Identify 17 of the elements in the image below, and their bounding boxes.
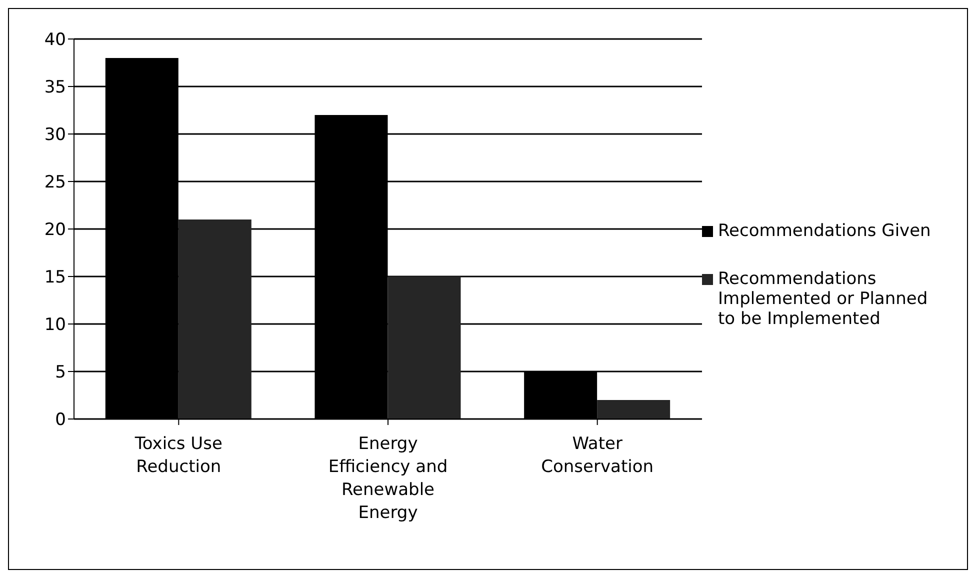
y-tick-label: 25 — [44, 172, 66, 193]
x-tick-label: Energy Efficiency and Renewable Energy — [328, 434, 448, 523]
y-tick-label: 0 — [55, 410, 66, 430]
y-tick-label: 40 — [44, 30, 66, 50]
y-tick-label: 10 — [44, 315, 66, 336]
bar — [597, 400, 670, 419]
x-tick-label: Toxics Use Reduction — [134, 434, 222, 477]
y-tick-label: 15 — [44, 268, 66, 288]
y-tick-label: 20 — [44, 220, 66, 240]
legend-label: Recommendations Implemented or Planned to be Implemented — [718, 269, 929, 329]
y-tick-label: 5 — [55, 362, 66, 383]
bar — [178, 220, 252, 419]
x-tick-label: Water Conservation — [541, 434, 654, 477]
y-tick-label: 35 — [44, 78, 66, 98]
bar — [388, 276, 461, 419]
y-tick-label: 30 — [44, 125, 66, 146]
legend-label: Recommendations Given — [718, 221, 931, 241]
